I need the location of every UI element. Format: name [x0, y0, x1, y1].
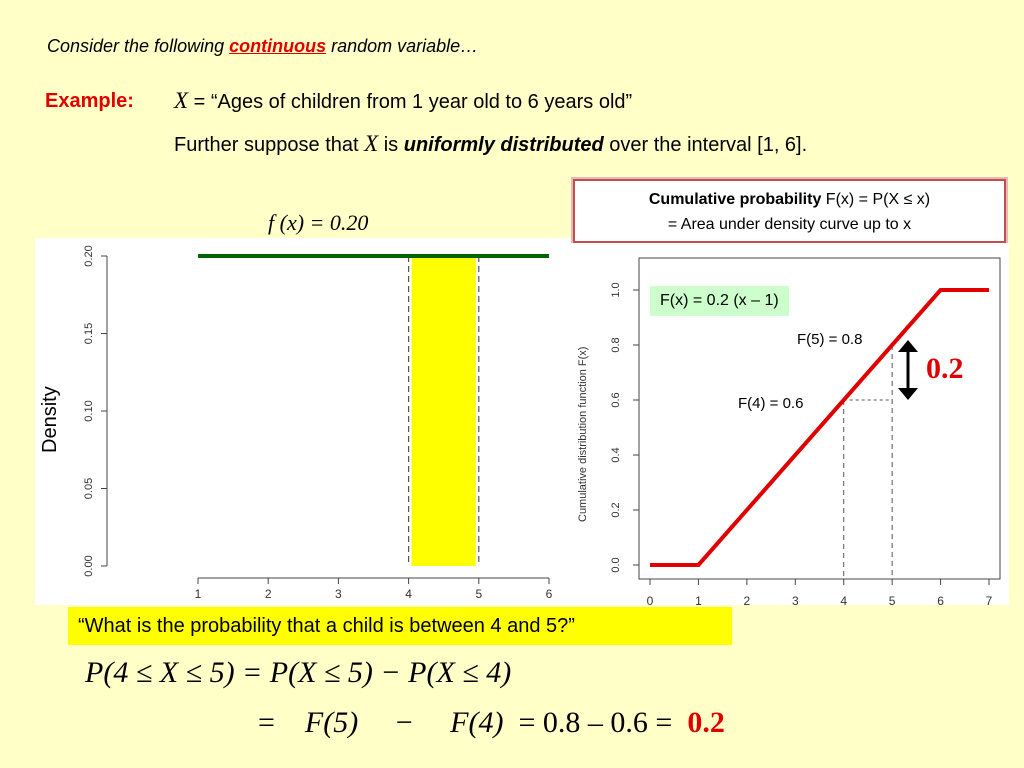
x-tick-label: 4 — [405, 587, 412, 601]
x-tick-label: 6 — [546, 587, 553, 601]
cdf-label-f5: F(5) = 0.8 — [797, 331, 863, 348]
y-tick-label: 0.00 — [83, 555, 95, 576]
y-tick-label: 0.4 — [610, 447, 622, 462]
intro-line: Consider the following continuous random… — [47, 36, 478, 57]
uniform-line-emphasis: uniformly distributed — [403, 134, 604, 156]
example-definition-text: = “Ages of children from 1 year old to 6… — [188, 91, 633, 113]
x-tick-label: 4 — [840, 594, 847, 605]
y-tick-label: 0.6 — [610, 392, 622, 407]
x-tick-label: 2 — [265, 587, 272, 601]
x-tick-label: 1 — [195, 587, 202, 601]
intro-text-before: Consider the following — [47, 36, 230, 56]
x-tick-label: 7 — [986, 594, 993, 605]
x-tick-label: 1 — [695, 594, 702, 605]
example-definition: X = “Ages of children from 1 year old to… — [174, 88, 632, 114]
shaded-area — [411, 256, 476, 566]
y-tick-label: 0.8 — [610, 337, 622, 352]
eq2-equals: = — [258, 706, 275, 739]
intro-text-after: random variable… — [326, 36, 479, 56]
cdf-plot-frame — [638, 257, 1001, 580]
y-tick-label: 0.20 — [83, 245, 95, 266]
cdf-formula-box: F(x) = 0.2 (x – 1) — [650, 286, 789, 316]
y-tick-label: 1.0 — [610, 282, 622, 297]
eq2-rest: = 0.8 – 0.6 = — [518, 706, 673, 739]
density-ylabel: Density — [39, 386, 61, 453]
x-tick-label: 3 — [335, 587, 342, 601]
example-label: Example: — [45, 90, 134, 112]
cdf-ylabel: Cumulative distribution function F(x) — [577, 346, 589, 522]
equation-line-2: = F(5) − F(4) = 0.8 – 0.6 = 0.2 — [258, 706, 725, 740]
density-plot-panel — [35, 238, 571, 605]
x-tick-label: 5 — [475, 587, 482, 601]
x-tick-label: 0 — [647, 594, 654, 605]
cdf-plot-panel — [571, 243, 1009, 605]
y-tick-label: 0.2 — [610, 502, 622, 517]
eq2-minus: − — [395, 706, 413, 739]
x-tick-label: 5 — [889, 594, 896, 605]
intro-highlight: continuous — [229, 36, 327, 56]
y-tick-label: 0.10 — [83, 400, 95, 421]
cum-box-line1: Cumulative probability F(x) = P(X ≤ x) — [575, 187, 1004, 212]
cdf-chart: 0 1 2 3 4 5 6 7 0.0 0.2 0.4 0.6 0.8 1.0 — [610, 257, 1001, 605]
double-arrow-icon — [898, 340, 918, 400]
eq2-f4: F(4) — [450, 706, 504, 739]
cumulative-probability-box: Cumulative probability F(x) = P(X ≤ x) =… — [573, 179, 1006, 243]
cdf-label-f4: F(4) = 0.6 — [738, 395, 804, 412]
cum-box-formula: F(x) = P(X ≤ x) — [821, 191, 931, 208]
y-tick-label: 0.05 — [83, 478, 95, 499]
uniform-line-is: is — [378, 134, 404, 156]
equation-line-1: P(4 ≤ X ≤ 5) = P(X ≤ 5) − P(X ≤ 4) — [85, 656, 512, 689]
density-formula: f (x) = 0.20 — [268, 210, 369, 235]
uniform-line-before: Further suppose that — [174, 134, 365, 156]
example-variable: X — [174, 88, 189, 113]
eq2-f5: F(5) — [304, 706, 359, 739]
density-chart: 1 2 3 4 5 6 0.00 0.05 0.10 0.15 0.20 — [83, 245, 553, 601]
y-tick-label: 0.15 — [83, 323, 95, 344]
uniform-line-after: over the interval [1, 6]. — [603, 134, 808, 156]
x-tick-label: 3 — [792, 594, 799, 605]
x-tick-label: 6 — [937, 594, 944, 605]
x-tick-label: 2 — [744, 594, 751, 605]
cdf-line — [650, 288, 989, 567]
uniform-line-variable: X — [364, 131, 379, 156]
cdf-difference-label: 0.2 — [926, 352, 964, 385]
cum-box-line2: = Area under density curve up to x — [667, 216, 912, 233]
cum-box-title: Cumulative probability — [648, 191, 822, 208]
y-tick-label: 0.0 — [610, 557, 622, 572]
eq2-result: 0.2 — [687, 706, 725, 739]
question-banner: “What is the probability that a child is… — [68, 607, 732, 645]
example-uniform-line: Further suppose that X is uniformly dist… — [174, 131, 807, 157]
